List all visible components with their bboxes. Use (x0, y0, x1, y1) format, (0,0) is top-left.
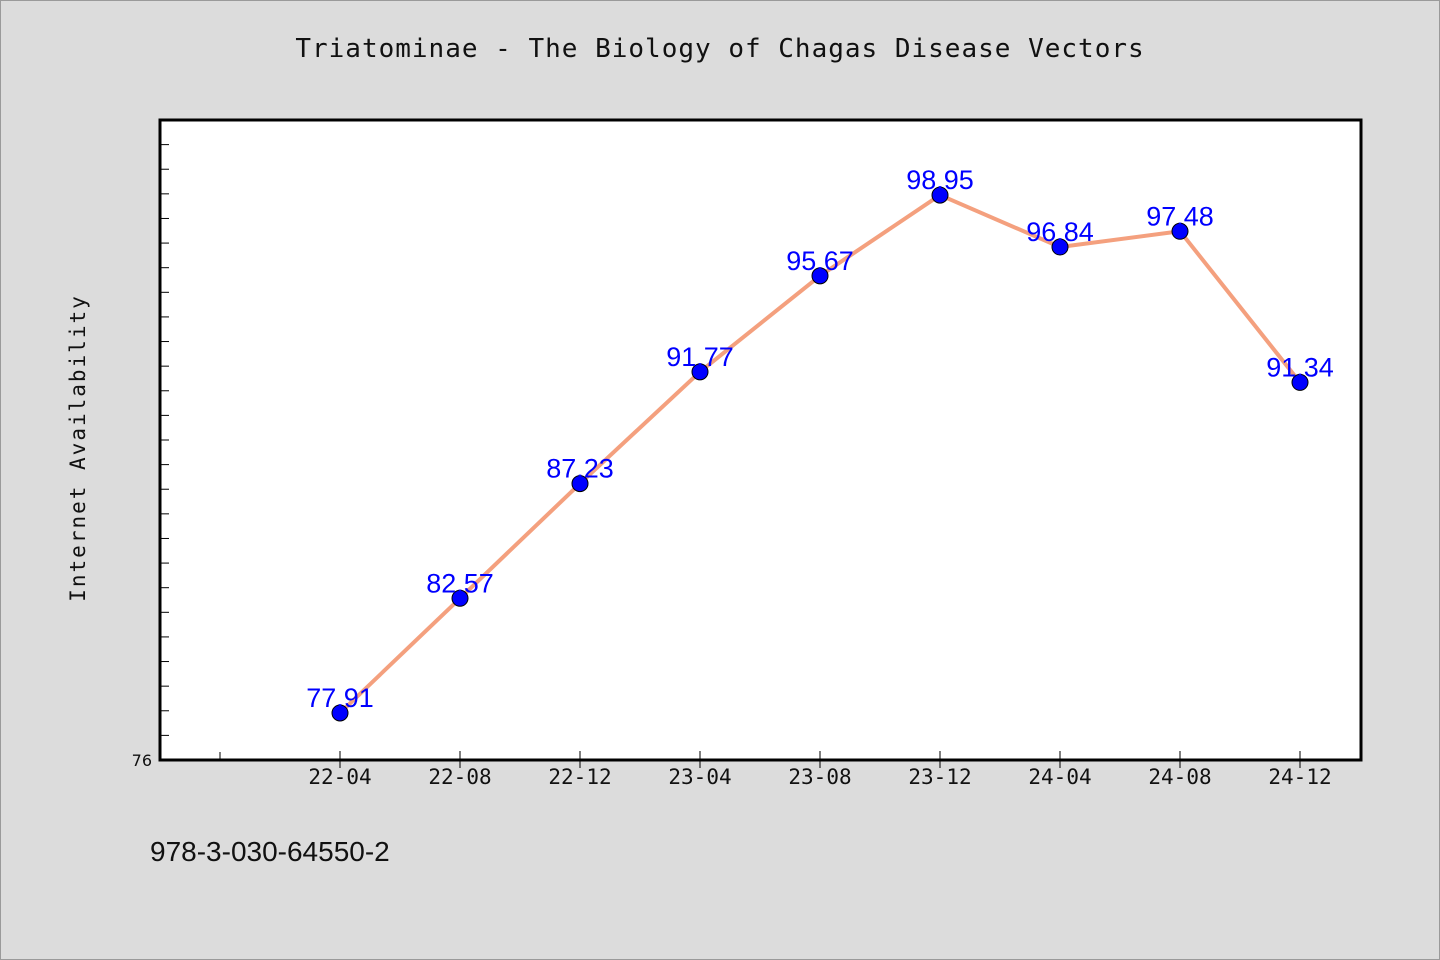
data-point (451, 589, 469, 607)
data-label: 98.95 (906, 165, 974, 195)
data-point (1171, 222, 1189, 240)
data-label: 87.23 (546, 454, 614, 484)
data-point (1291, 373, 1309, 391)
y-tick-label: 76 (132, 751, 152, 770)
x-tick-label: 24-12 (1268, 765, 1331, 789)
data-point (331, 704, 349, 722)
data-point (811, 267, 829, 285)
x-tick-label: 24-04 (1028, 765, 1091, 789)
data-point (1051, 238, 1069, 256)
x-tick-label: 22-12 (548, 765, 611, 789)
data-point (691, 363, 709, 381)
data-label: 97.48 (1146, 201, 1214, 231)
x-tick-label: 23-04 (668, 765, 731, 789)
data-label: 91.77 (666, 342, 734, 372)
x-tick-label: 23-12 (908, 765, 971, 789)
data-point (571, 475, 589, 493)
x-tick-label: 22-08 (428, 765, 491, 789)
x-tick-label: 24-08 (1148, 765, 1211, 789)
x-tick-label: 22-04 (308, 765, 371, 789)
chart-title: Triatominae - The Biology of Chagas Dise… (295, 34, 1145, 64)
data-label: 77.91 (306, 683, 374, 713)
data-label: 82.57 (426, 568, 494, 598)
data-point (931, 186, 949, 204)
data-label: 96.84 (1026, 217, 1094, 247)
isbn-code: 978-3-030-64550-2 (150, 836, 390, 867)
data-label: 91.34 (1266, 352, 1334, 382)
plot-area (158, 118, 1363, 762)
data-label: 95.67 (786, 246, 854, 276)
x-tick-label: 23-08 (788, 765, 851, 789)
